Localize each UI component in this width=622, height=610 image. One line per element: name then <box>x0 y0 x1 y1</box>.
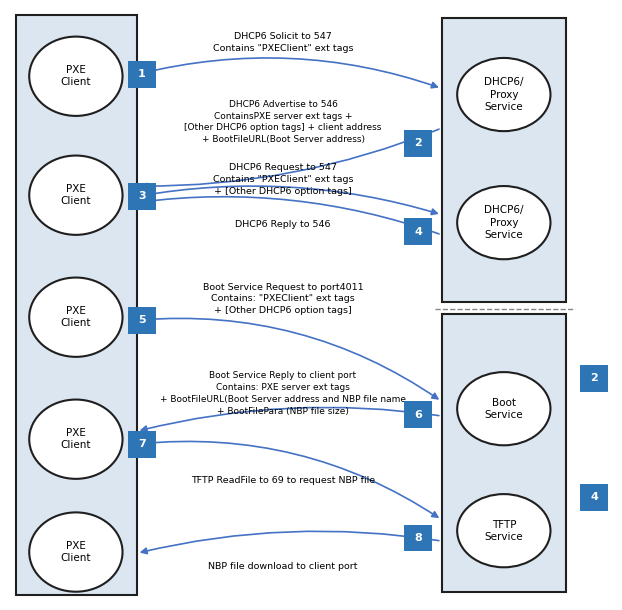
Text: Boot Service Request to port4011
Contains: "PXEClient" ext tags
+ [Other DHCP6 o: Boot Service Request to port4011 Contain… <box>203 282 363 315</box>
FancyBboxPatch shape <box>128 183 156 210</box>
Text: PXE
Client: PXE Client <box>60 428 91 450</box>
Ellipse shape <box>457 58 550 131</box>
Ellipse shape <box>457 372 550 445</box>
Ellipse shape <box>457 186 550 259</box>
Ellipse shape <box>29 512 123 592</box>
FancyBboxPatch shape <box>128 61 156 88</box>
FancyBboxPatch shape <box>580 365 608 392</box>
Ellipse shape <box>457 494 550 567</box>
FancyBboxPatch shape <box>128 431 156 458</box>
FancyBboxPatch shape <box>404 401 432 428</box>
FancyBboxPatch shape <box>16 15 137 595</box>
Ellipse shape <box>29 37 123 116</box>
Text: 5: 5 <box>138 315 146 325</box>
Text: 2: 2 <box>414 138 422 148</box>
FancyBboxPatch shape <box>442 18 566 302</box>
FancyBboxPatch shape <box>128 307 156 334</box>
Text: PXE
Client: PXE Client <box>60 306 91 328</box>
Text: DHCP6/
Proxy
Service: DHCP6/ Proxy Service <box>484 77 524 112</box>
Text: PXE
Client: PXE Client <box>60 65 91 87</box>
Ellipse shape <box>29 400 123 479</box>
Text: 1: 1 <box>138 70 146 79</box>
Text: TFTP
Service: TFTP Service <box>485 520 523 542</box>
Text: 7: 7 <box>138 439 146 449</box>
Text: DHCP6 Solicit to 547
Contains "PXEClient" ext tags: DHCP6 Solicit to 547 Contains "PXEClient… <box>213 32 353 53</box>
Text: 8: 8 <box>414 533 422 543</box>
Text: NBP file download to client port: NBP file download to client port <box>208 562 358 570</box>
FancyBboxPatch shape <box>580 484 608 511</box>
Text: Boot
Service: Boot Service <box>485 398 523 420</box>
Text: 3: 3 <box>138 192 146 201</box>
FancyBboxPatch shape <box>404 525 432 551</box>
Text: 4: 4 <box>590 492 598 502</box>
Text: DHCP6 Advertise to 546
ContainsPXE server ext tags +
[Other DHCP6 option tags] +: DHCP6 Advertise to 546 ContainsPXE serve… <box>184 100 382 144</box>
Text: DHCP6 Request to 547
Contains "PXEClient" ext tags
+ [Other DHCP6 option tags]: DHCP6 Request to 547 Contains "PXEClient… <box>213 163 353 196</box>
Text: Boot Service Reply to client port
Contains: PXE server ext tags
+ BootFileURL(Bo: Boot Service Reply to client port Contai… <box>160 371 406 415</box>
FancyBboxPatch shape <box>442 314 566 592</box>
Text: 4: 4 <box>414 227 422 237</box>
Ellipse shape <box>29 278 123 357</box>
Text: DHCP6 Reply to 546: DHCP6 Reply to 546 <box>235 220 331 229</box>
FancyBboxPatch shape <box>404 130 432 157</box>
Text: 2: 2 <box>590 373 598 383</box>
Text: PXE
Client: PXE Client <box>60 541 91 563</box>
Text: 6: 6 <box>414 410 422 420</box>
Text: TFTP ReadFile to 69 to request NBP file: TFTP ReadFile to 69 to request NBP file <box>191 476 375 485</box>
Text: PXE
Client: PXE Client <box>60 184 91 206</box>
Text: DHCP6/
Proxy
Service: DHCP6/ Proxy Service <box>484 205 524 240</box>
Ellipse shape <box>29 156 123 235</box>
FancyBboxPatch shape <box>404 218 432 245</box>
